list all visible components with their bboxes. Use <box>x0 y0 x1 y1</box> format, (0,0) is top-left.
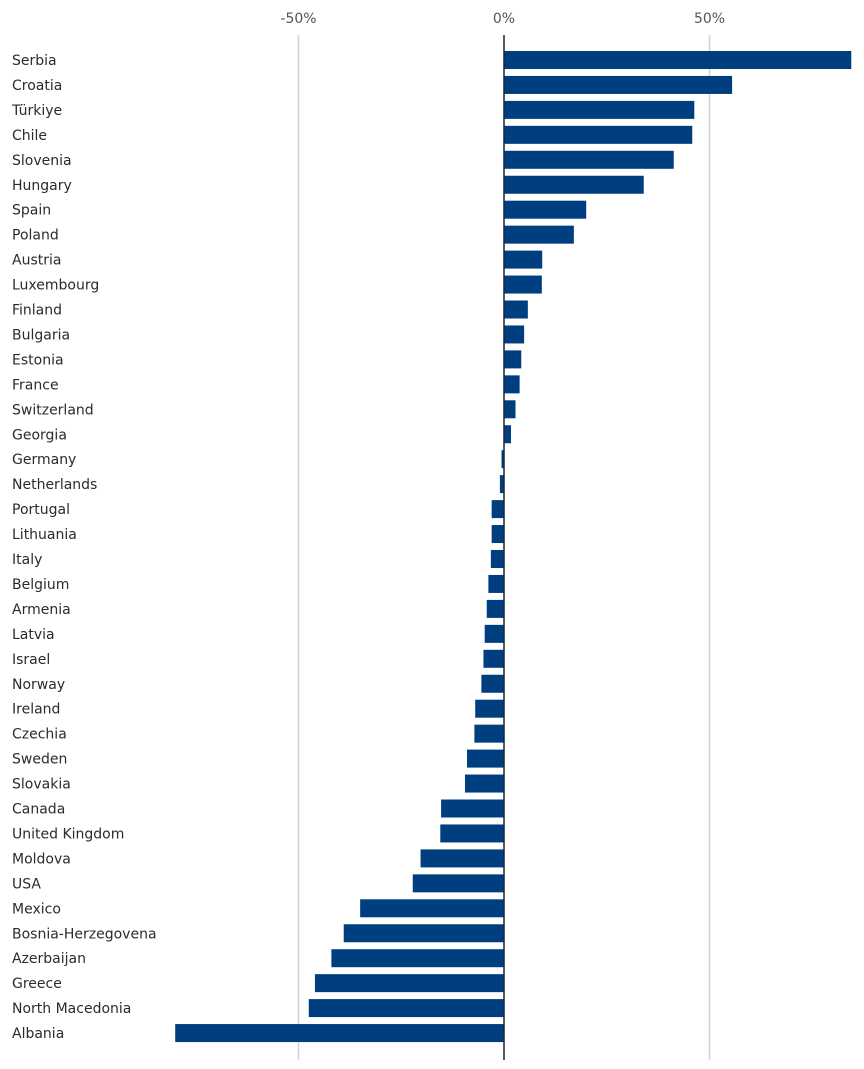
category-label: Azerbaijan <box>12 951 86 967</box>
bar <box>504 275 542 294</box>
bar <box>308 999 504 1018</box>
bar <box>504 300 528 319</box>
bars <box>175 51 852 1043</box>
bar <box>504 325 525 344</box>
category-label: Albania <box>12 1026 64 1042</box>
bar <box>490 550 504 568</box>
category-label: Sweden <box>12 752 67 768</box>
category-label: Chile <box>12 128 47 144</box>
bar <box>481 674 504 693</box>
x-tick-label: 0% <box>493 11 515 27</box>
category-label: North Macedonia <box>12 1001 131 1017</box>
bar <box>504 250 543 269</box>
bar <box>499 475 504 494</box>
category-label: Hungary <box>12 178 72 194</box>
bar <box>483 649 504 668</box>
bar <box>175 1024 504 1043</box>
category-labels: Serbia Croatia Türkiye Chile Slovenia Hungary… <box>11 53 157 1042</box>
category-label: Germany <box>12 452 76 468</box>
category-label: Estonia <box>12 352 64 368</box>
bar <box>474 724 504 743</box>
bar <box>504 75 733 94</box>
category-label: Latvia <box>12 627 55 643</box>
category-label: Finland <box>12 303 62 319</box>
category-label: Lithuania <box>12 527 77 543</box>
bar <box>314 974 504 993</box>
bar <box>484 624 504 643</box>
category-label: Greece <box>12 976 62 992</box>
bar <box>504 150 674 169</box>
bar <box>441 799 504 818</box>
category-label: Portugal <box>12 502 70 518</box>
category-label: Czechia <box>12 727 67 743</box>
category-label: Netherlands <box>12 477 97 493</box>
category-label: Croatia <box>12 78 62 94</box>
category-label: Spain <box>12 203 51 219</box>
gridlines <box>297 35 711 1060</box>
bar <box>504 400 516 419</box>
category-label: Austria <box>12 253 61 269</box>
bar <box>501 450 504 469</box>
bar <box>331 949 504 968</box>
category-label: Poland <box>12 228 59 244</box>
category-label: Moldova <box>12 851 71 867</box>
bar <box>504 350 522 369</box>
category-label: France <box>12 377 59 393</box>
category-label: Ireland <box>12 702 60 718</box>
bar <box>491 525 504 544</box>
category-label: Slovenia <box>12 153 72 169</box>
category-label: Georgia <box>12 427 67 443</box>
category-label: USA <box>12 876 41 892</box>
category-label: Israel <box>12 652 50 668</box>
category-label: Bosnia-Herzegovena <box>12 926 157 942</box>
category-label: Bulgaria <box>12 327 70 343</box>
category-label: Armenia <box>12 602 71 618</box>
bar <box>464 774 504 793</box>
category-label: Norway <box>12 677 65 693</box>
bar <box>504 125 693 144</box>
bar <box>504 100 695 119</box>
x-tick-label: -50% <box>280 11 316 27</box>
bar <box>420 849 504 868</box>
bar <box>488 574 504 593</box>
bar <box>467 749 504 768</box>
x-tick-label: 50% <box>694 11 725 27</box>
category-label: Italy <box>12 552 42 568</box>
bar <box>504 200 587 219</box>
category-label: Slovakia <box>12 777 71 793</box>
category-label: United Kingdom <box>12 826 124 842</box>
category-label: Belgium <box>12 577 69 593</box>
category-label: Serbia <box>12 53 57 69</box>
category-label: Switzerland <box>12 402 94 418</box>
category-label: Mexico <box>12 901 61 917</box>
bar <box>504 375 520 394</box>
x-axis-ticks: -50% 0% 50% <box>280 11 725 1060</box>
bar <box>475 699 504 718</box>
bar <box>412 874 504 893</box>
bar <box>360 899 504 918</box>
category-label: Canada <box>12 802 65 818</box>
bar <box>486 599 504 618</box>
bar <box>504 51 852 69</box>
bar <box>440 824 504 843</box>
bar <box>504 175 644 194</box>
bar <box>504 425 511 444</box>
category-label: Türkiye <box>11 103 62 119</box>
category-label: Luxembourg <box>12 278 99 294</box>
bar <box>343 924 504 943</box>
bar <box>491 500 504 519</box>
bar <box>504 225 574 244</box>
